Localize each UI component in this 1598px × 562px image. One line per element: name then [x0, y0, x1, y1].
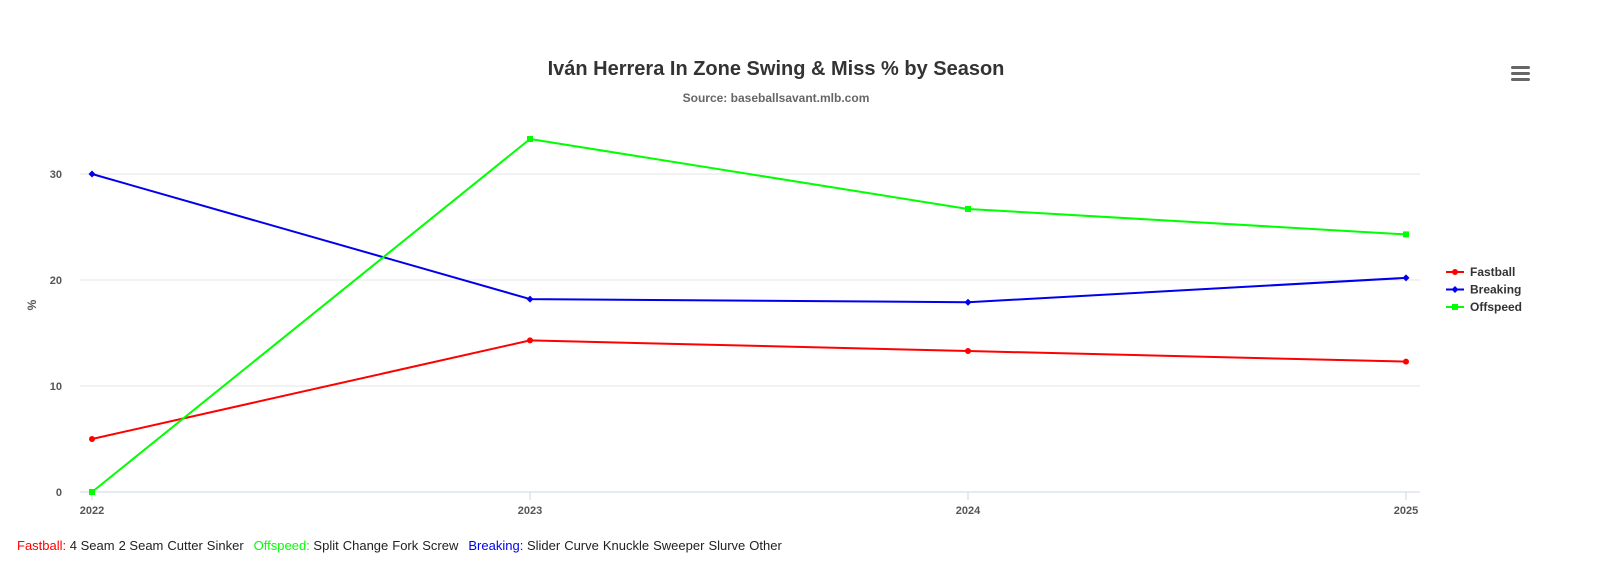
- data-point[interactable]: [527, 337, 533, 344]
- pitch-type: Knuckle: [602, 538, 650, 553]
- data-point[interactable]: [965, 348, 971, 355]
- data-point[interactable]: [1402, 274, 1410, 282]
- grid-lines: [80, 173, 1420, 493]
- series-layer: [88, 136, 1410, 495]
- x-tick-label: 2023: [518, 505, 542, 517]
- pitch-group: Breaking: Slider Curve Knuckle Sweeper Slurv…: [468, 538, 785, 553]
- x-tick-label: 2022: [80, 505, 104, 517]
- pitch-group-label: Breaking:: [468, 538, 524, 553]
- legend-label: Offspeed: [1470, 300, 1522, 314]
- y-axis-title: %: [25, 299, 39, 310]
- series-breaking: [88, 170, 1410, 306]
- series-line[interactable]: [91, 138, 1407, 493]
- series-line[interactable]: [91, 339, 1407, 440]
- pitch-type: Fork: [392, 538, 419, 553]
- y-tick-label: 10: [50, 381, 62, 393]
- pitch-type: 4 Seam: [69, 538, 115, 553]
- x-axis-ticks: 2022 2023 2024 2025: [80, 492, 1418, 517]
- legend-marker[interactable]: [1452, 269, 1458, 275]
- pitch-type: Slurve: [708, 538, 746, 553]
- legend-item-offspeed[interactable]: Offspeed: [1446, 300, 1522, 314]
- pitch-type: Change: [342, 538, 389, 553]
- legend-item-fastball[interactable]: Fastball: [1446, 265, 1515, 279]
- data-point[interactable]: [89, 435, 95, 442]
- pitch-type: Sweeper: [653, 538, 705, 553]
- pitch-type: 2 Seam: [118, 538, 164, 553]
- legend-marker[interactable]: [1451, 286, 1459, 293]
- data-point[interactable]: [964, 298, 972, 306]
- legend-label: Fastball: [1470, 265, 1515, 279]
- legend: Fastball Breaking Offspeed: [1446, 265, 1522, 314]
- data-point[interactable]: [527, 136, 533, 142]
- pitch-type: Other: [749, 538, 782, 553]
- data-point[interactable]: [1403, 231, 1409, 238]
- pitch-type: Screw: [422, 538, 459, 553]
- legend-item-breaking[interactable]: Breaking: [1446, 283, 1521, 297]
- y-tick-label: 20: [50, 275, 62, 287]
- pitch-group: Offspeed: Split Change Fork Screw: [254, 538, 463, 553]
- data-point[interactable]: [526, 295, 534, 303]
- x-tick-label: 2024: [956, 505, 981, 517]
- chart-title: Iván Herrera In Zone Swing & Miss % by S…: [548, 58, 1005, 80]
- data-point[interactable]: [965, 205, 971, 212]
- legend-label: Breaking: [1470, 283, 1521, 297]
- pitch-type: Slider: [526, 538, 561, 553]
- pitch-group: Fastball: 4 Seam 2 Seam Cutter Sinker: [17, 538, 248, 553]
- series-fastball: [89, 337, 1409, 442]
- data-point[interactable]: [89, 489, 95, 495]
- data-point[interactable]: [88, 170, 96, 178]
- y-tick-label: 0: [56, 487, 62, 499]
- y-tick-label: 30: [50, 169, 62, 181]
- pitch-type: Split: [313, 538, 339, 553]
- series-line[interactable]: [91, 173, 1407, 304]
- chart-subtitle: Source: baseballsavant.mlb.com: [683, 91, 870, 105]
- data-point[interactable]: [1403, 358, 1409, 365]
- pitch-type: Cutter: [167, 538, 203, 553]
- series-offspeed: [89, 136, 1409, 495]
- pitch-type-key: Fastball: 4 Seam 2 Seam Cutter Sinker Offspe…: [17, 538, 792, 553]
- hamburger-menu-icon[interactable]: [1508, 62, 1532, 84]
- pitch-group-label: Offspeed:: [253, 538, 310, 553]
- x-tick-label: 2025: [1394, 505, 1418, 517]
- legend-marker[interactable]: [1452, 304, 1458, 310]
- pitch-type: Curve: [564, 538, 599, 553]
- y-axis-ticks: 0 10 20 30: [50, 169, 62, 499]
- pitch-group-label: Fastball:: [17, 538, 67, 553]
- pitch-type: Sinker: [206, 538, 244, 553]
